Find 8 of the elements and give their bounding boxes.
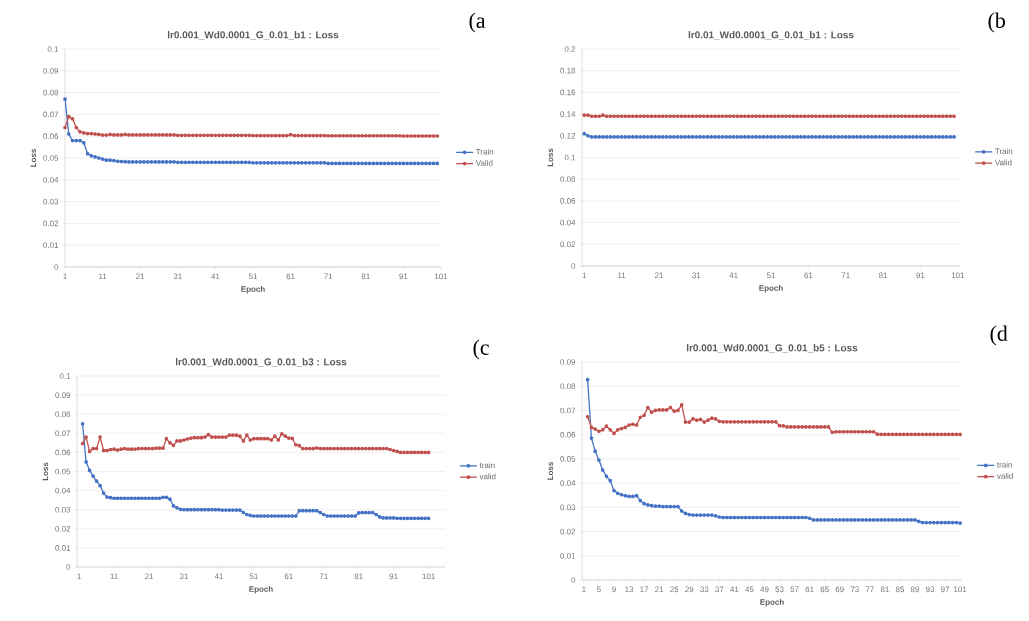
text: (c xyxy=(473,339,489,360)
text: (d xyxy=(990,325,1008,346)
text: (b xyxy=(988,12,1005,33)
chart-title: lr0.001_Wd0.0001_G_0.01_b5 : Loss xyxy=(686,344,858,353)
chart-title: lr0.001_Wd0.0001_G_0.01_b3 : Loss xyxy=(175,358,347,367)
chart-title: lr0.01_Wd0.0001_G_0.01_b1 : Loss xyxy=(688,31,854,40)
chart-title: lr0.001_Wd0.0001_G_0.01_b1 : Loss xyxy=(167,31,339,40)
text: (a xyxy=(469,12,486,33)
